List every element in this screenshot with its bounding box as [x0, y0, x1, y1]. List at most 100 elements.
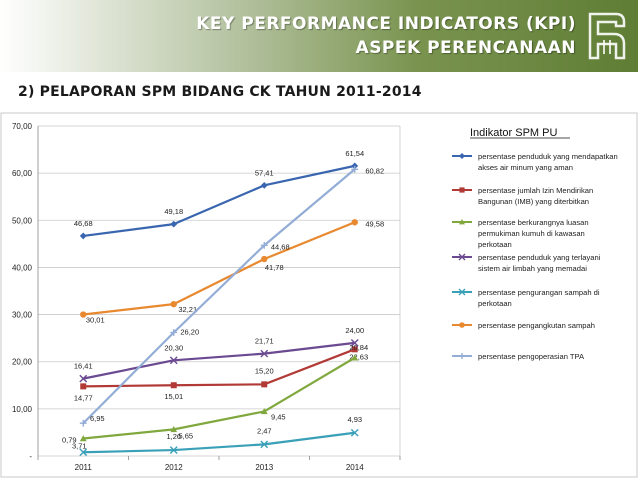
- header-title: KEY PERFORMANCE INDICATORS (KPI) ASPEK P…: [196, 12, 576, 60]
- legend-swatch-marker: [458, 288, 466, 296]
- data-point: [260, 440, 269, 449]
- data-label: 60,82: [365, 166, 384, 175]
- legend-entry-text: persentase pengurangan sampah di: [478, 288, 600, 297]
- data-label: 20,30: [164, 343, 183, 352]
- chart-subtitle: 2) PELAPORAN SPM BIDANG CK TAHUN 2011-20…: [18, 84, 422, 100]
- data-label: 9,45: [271, 412, 286, 421]
- x-tick-label: 2014: [346, 463, 364, 472]
- data-point: [79, 435, 87, 442]
- series-line: [83, 341, 355, 380]
- legend-entry-text: sistem air limbah yang memadai: [478, 264, 587, 273]
- data-label: 15,20: [255, 366, 274, 375]
- series-line: [83, 221, 356, 316]
- data-point: [169, 446, 178, 454]
- data-point: [170, 425, 178, 433]
- data-point: [351, 219, 358, 226]
- data-point: [260, 241, 268, 249]
- data-point: [79, 419, 87, 427]
- chart-container: - 10,00 20,00 30,00 40,00 50,00 60,00 70,00 2011…: [0, 112, 638, 478]
- data-label: 2,47: [257, 426, 272, 435]
- data-point: [351, 346, 358, 353]
- legend-swatch-marker: [459, 187, 465, 193]
- series-line: [83, 164, 355, 238]
- data-label: 15,01: [164, 392, 183, 401]
- legend-entry-text: akses air minum yang aman: [478, 163, 573, 172]
- data-label: 4,93: [347, 415, 362, 424]
- data-point: [169, 356, 178, 365]
- legend-swatch-marker: [459, 219, 465, 225]
- x-tick-label: 2011: [75, 463, 93, 472]
- data-label: 41,78: [265, 263, 284, 272]
- y-tick-label: 60,00: [12, 169, 33, 178]
- data-label: 24,00: [345, 326, 364, 335]
- data-label: 30,01: [86, 316, 105, 325]
- y-tick-label: 70,00: [12, 122, 33, 131]
- data-label: 3,71: [72, 442, 87, 451]
- data-label: 0,79: [62, 435, 77, 444]
- y-tick-label: 30,00: [12, 311, 33, 320]
- data-label: 49,58: [365, 219, 384, 228]
- series-line: [83, 431, 355, 454]
- data-point: [261, 255, 268, 263]
- header-banner: KEY PERFORMANCE INDICATORS (KPI) ASPEK P…: [0, 0, 638, 72]
- data-label: 26,20: [180, 327, 199, 336]
- data-point: [350, 338, 359, 347]
- legend-swatch-marker: [459, 322, 465, 328]
- legend-entry-text: persentase penduduk yang mendapatkan: [478, 152, 618, 161]
- data-label: 21,71: [255, 337, 274, 346]
- x-tick-label: 2013: [255, 463, 273, 472]
- ministry-logo-icon: [588, 12, 626, 60]
- header-title-line1: KEY PERFORMANCE INDICATORS (KPI): [196, 14, 576, 34]
- legend-entry-text: persentase penduduk yang terlayani: [478, 253, 601, 262]
- data-point: [351, 354, 359, 361]
- data-label: 6,95: [90, 414, 105, 423]
- legend-title: Indikator SPM PU: [470, 127, 557, 139]
- y-tick-label: 10,00: [12, 405, 33, 414]
- data-label: 16,41: [74, 362, 93, 371]
- legend-entry-text: persentase jumlah Izin Mendirikan: [478, 186, 593, 195]
- data-point: [170, 329, 178, 336]
- data-label: 49,18: [164, 207, 183, 216]
- x-tick-label: 2012: [165, 463, 183, 472]
- legend-entry-text: perkotaan: [478, 299, 512, 308]
- data-label: 44,68: [271, 242, 290, 251]
- data-label: 20,84: [349, 343, 368, 352]
- data-point: [79, 232, 87, 240]
- data-label: 46,68: [74, 219, 93, 228]
- legend-entry-text: persentase pengoperasian TPA: [478, 352, 585, 361]
- legend-entry-text: perkotaan: [478, 240, 512, 249]
- data-point: [350, 428, 359, 437]
- data-point: [170, 220, 178, 228]
- legend-entry-text: persentase pengangkutan sampah: [478, 321, 595, 330]
- y-tick-label: 50,00: [12, 216, 33, 225]
- data-point: [80, 311, 87, 318]
- series-line: [82, 168, 356, 425]
- data-point: [260, 408, 268, 415]
- y-tick-label: -: [29, 452, 32, 461]
- kpi-line-chart: - 10,00 20,00 30,00 40,00 50,00 60,00 70,00 2011…: [0, 112, 638, 478]
- data-point: [79, 374, 88, 383]
- data-point: [80, 383, 87, 390]
- y-tick-label: 40,00: [12, 263, 33, 272]
- data-point: [170, 300, 177, 308]
- data-label: 14,77: [74, 393, 93, 402]
- data-point: [79, 448, 88, 457]
- legend-swatch-marker: [459, 153, 465, 159]
- data-label: 5,65: [178, 431, 193, 440]
- data-label: 22,63: [349, 352, 368, 361]
- series-line: [83, 356, 356, 440]
- data-point: [351, 165, 359, 173]
- data-label: 57,41: [255, 168, 274, 177]
- data-point: [261, 381, 268, 388]
- legend-entry-text: permukiman kumuh di kawasan: [478, 229, 585, 238]
- y-tick-label: 20,00: [12, 358, 33, 367]
- legend-entry-text: persentase berkurangnya luasan: [478, 218, 589, 227]
- data-label: 61,54: [345, 149, 364, 158]
- data-point: [260, 181, 268, 189]
- series-line: [83, 348, 356, 388]
- legend-swatch-marker: [458, 253, 466, 261]
- data-point: [170, 382, 177, 389]
- header-title-line2: ASPEK PERENCANAAN: [355, 38, 576, 58]
- data-label: 1,26: [166, 432, 181, 441]
- data-label: 32,21: [178, 305, 197, 314]
